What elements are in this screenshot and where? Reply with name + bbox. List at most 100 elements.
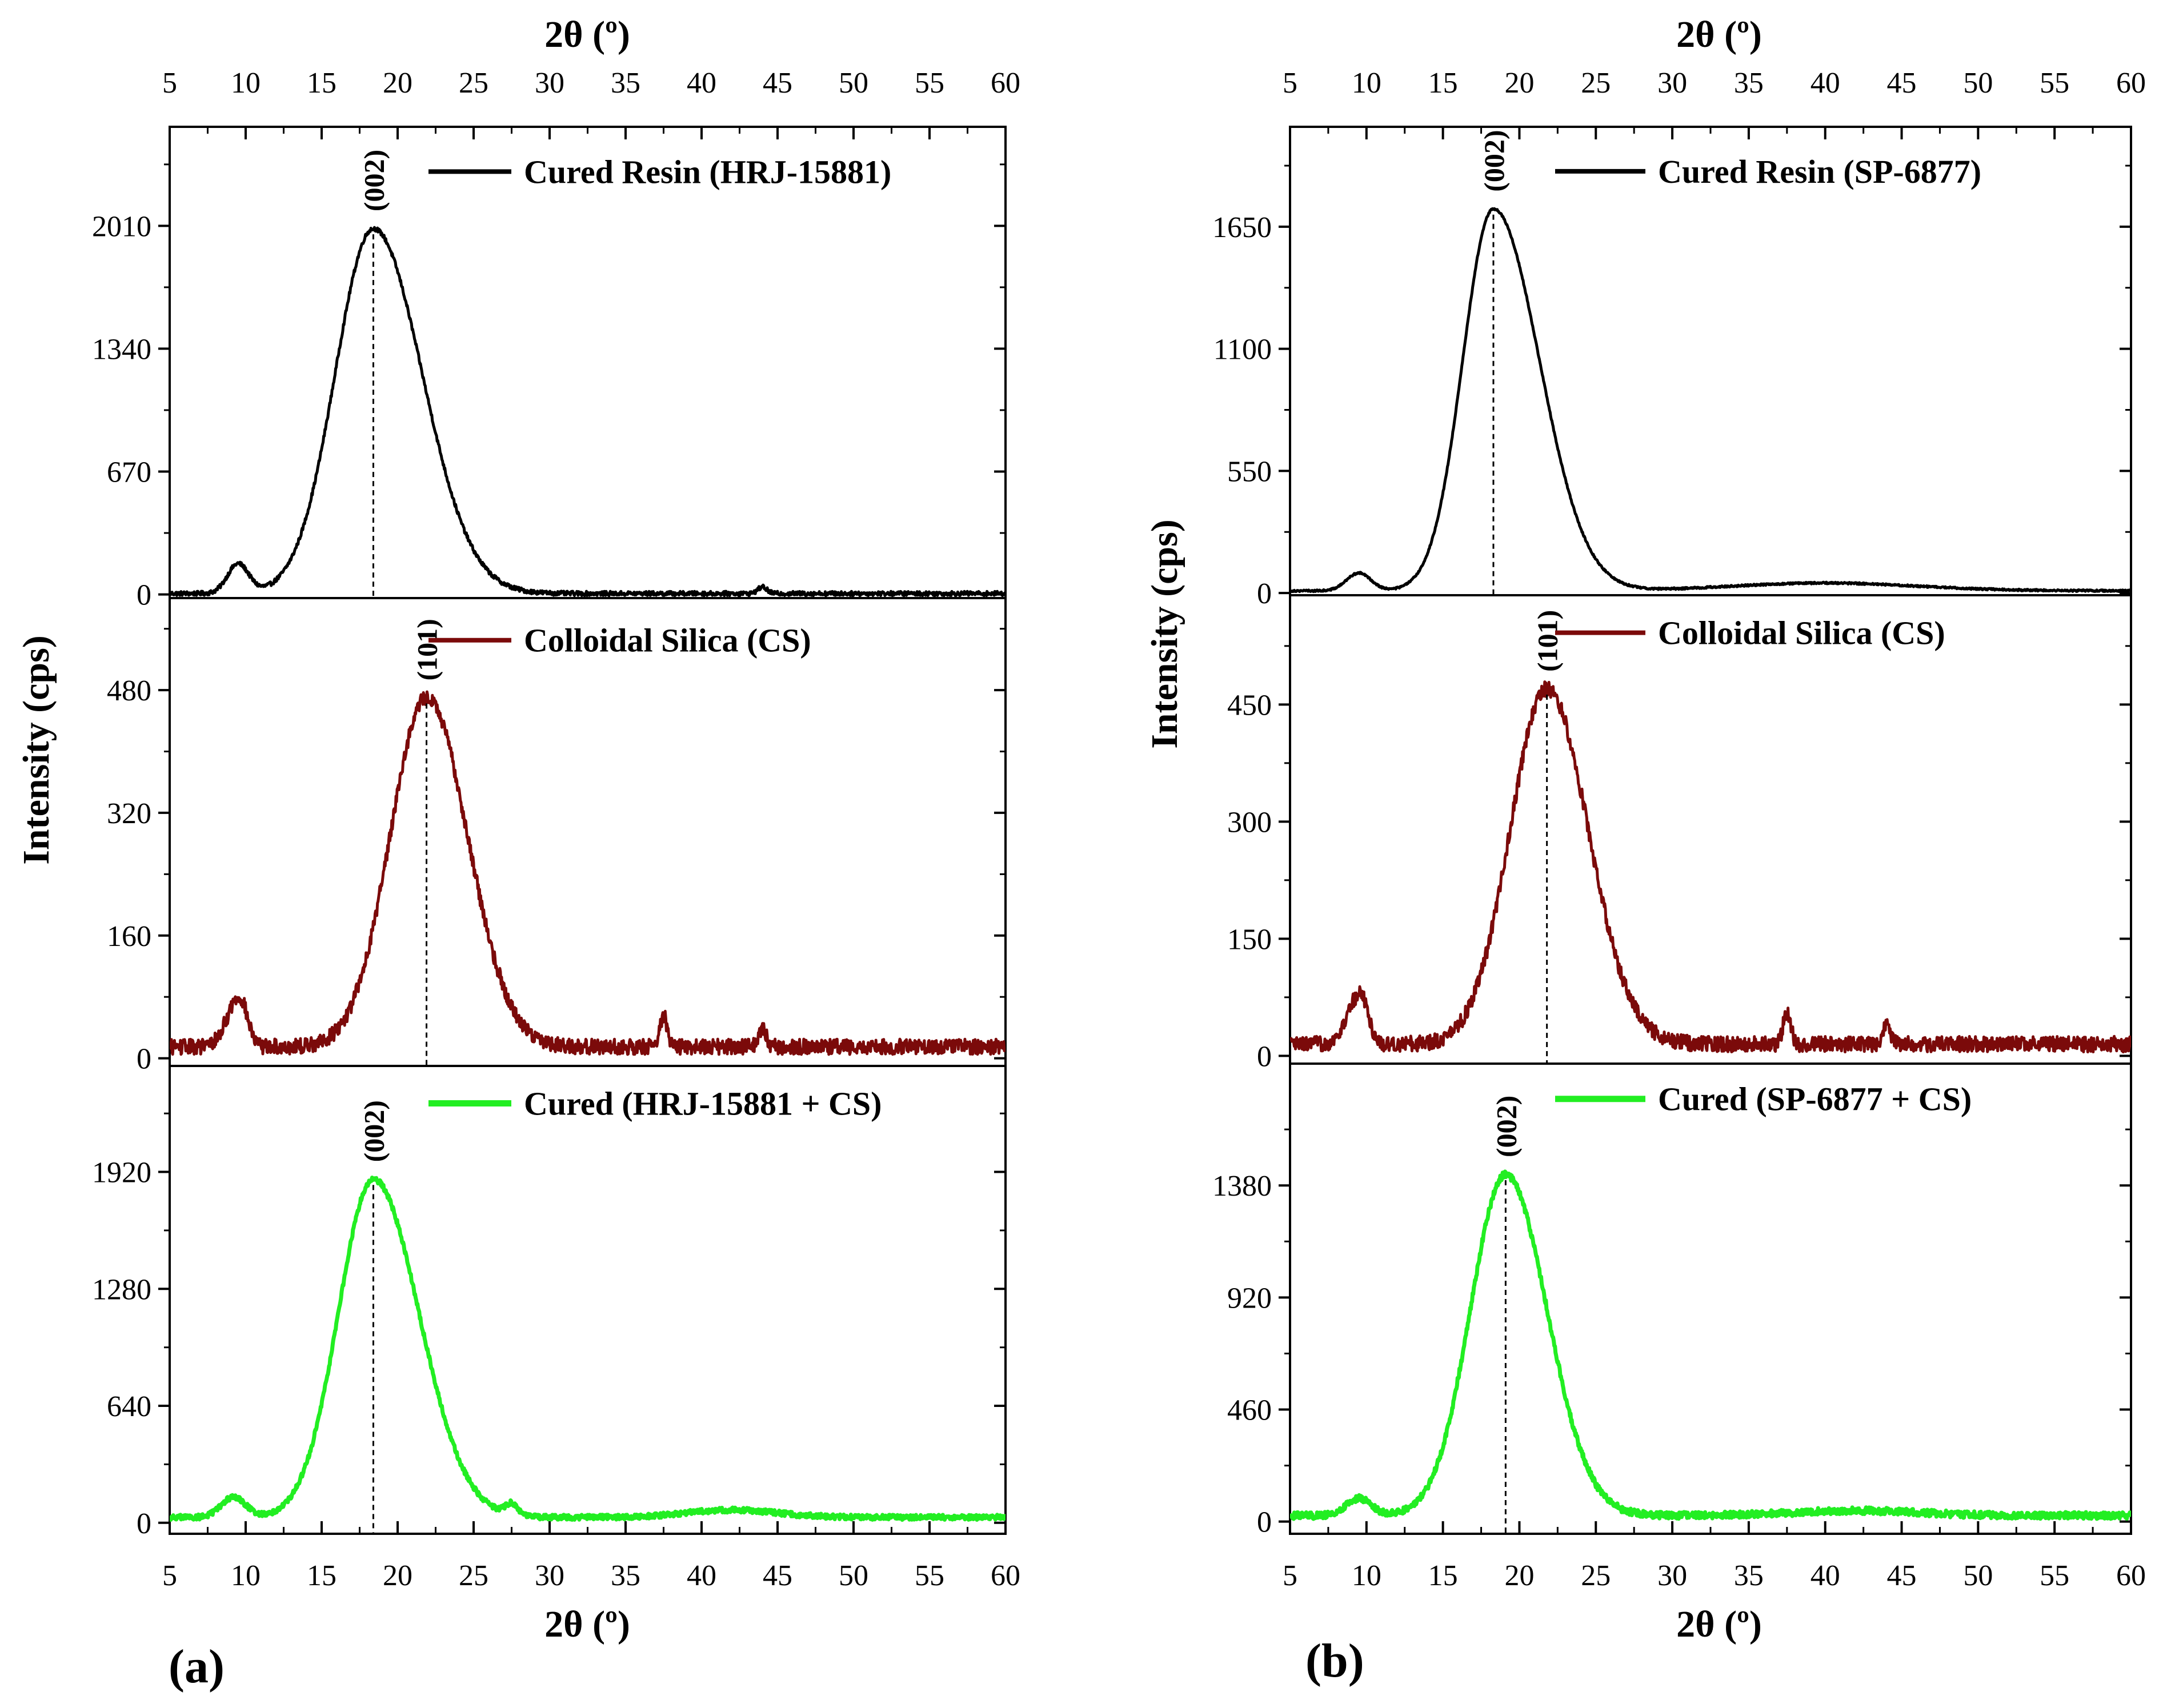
y-tick-label: 150 bbox=[1227, 923, 1272, 956]
x-tick-label-top: 30 bbox=[535, 67, 564, 99]
series-line bbox=[1290, 680, 2131, 1053]
y-tick-label: 320 bbox=[107, 797, 151, 830]
x-tick-label-bottom: 25 bbox=[459, 1559, 488, 1592]
x-tick-label-top: 30 bbox=[1657, 67, 1687, 99]
y-tick-label: 160 bbox=[107, 920, 151, 953]
x-tick-label-bottom: 50 bbox=[839, 1559, 868, 1592]
y-tick-label: 0 bbox=[137, 1507, 151, 1540]
x-tick-label-top: 20 bbox=[1504, 67, 1534, 99]
x-tick-label-top: 15 bbox=[307, 67, 337, 99]
x-tick-label-bottom: 55 bbox=[915, 1559, 944, 1592]
y-tick-label: 450 bbox=[1227, 689, 1272, 721]
x-tick-label-top: 20 bbox=[383, 67, 412, 99]
panel-label: (b) bbox=[1305, 1634, 1364, 1687]
x-tick-label-top: 40 bbox=[687, 67, 716, 99]
y-tick-label: 0 bbox=[1257, 1040, 1272, 1073]
x-tick-label-top: 10 bbox=[1352, 67, 1381, 99]
x-axis-title-bottom: 2θ (º) bbox=[1676, 1603, 1762, 1645]
series-line bbox=[170, 690, 1006, 1056]
y-tick-label: 640 bbox=[107, 1390, 151, 1423]
x-tick-label-bottom: 20 bbox=[383, 1559, 412, 1592]
series-line bbox=[170, 1176, 1006, 1522]
y-tick-label: 1650 bbox=[1212, 211, 1272, 244]
x-tick-label-top: 55 bbox=[915, 67, 944, 99]
x-tick-label-top: 35 bbox=[611, 67, 640, 99]
subplot-cured-composite: 0 460 920 1380 (002) Cured (SP-6877 + CS) bbox=[1212, 1063, 2132, 1539]
subplot-cured-composite: 0 640 1280 1920 (002) Cured (HRJ-15881 + CS) bbox=[92, 1065, 1007, 1540]
subplot-colloidal-silica: 0 150 300 450 (101) Colloidal Silica (CS) bbox=[1227, 594, 2132, 1073]
y-tick-label: 0 bbox=[1257, 578, 1272, 610]
x-tick-label-bottom: 45 bbox=[1887, 1559, 1917, 1592]
panel-a: 2θ (º) 2θ (º) Intensity (cps) (a) 5 10 15 2… bbox=[15, 14, 1020, 1693]
legend-label: Cured (SP-6877 + CS) bbox=[1658, 1081, 1972, 1118]
y-tick-label: 0 bbox=[137, 1043, 151, 1076]
peak-label: (101) bbox=[411, 619, 443, 680]
y-tick-label: 2010 bbox=[92, 210, 151, 243]
x-ticks-bottom: 5 10 15 20 25 30 35 40 45 50 55 60 bbox=[1283, 1521, 2146, 1592]
x-tick-label-top: 25 bbox=[459, 67, 488, 99]
series-line bbox=[170, 226, 1006, 598]
x-tick-label-bottom: 40 bbox=[1810, 1559, 1840, 1592]
y-tick-label: 1340 bbox=[92, 333, 151, 366]
y-tick-label: 480 bbox=[107, 675, 151, 707]
subplot-cured-resin: 0 550 1100 1650 (002) Cured Resin (SP-6877) bbox=[1212, 126, 2132, 610]
legend-label: Cured Resin (SP-6877) bbox=[1658, 153, 1981, 190]
y-tick-label: 1280 bbox=[92, 1273, 151, 1306]
x-tick-label-bottom: 60 bbox=[2116, 1559, 2146, 1592]
x-ticks-top: 5 10 15 20 25 30 35 40 45 50 55 60 bbox=[162, 67, 1020, 139]
x-tick-label-top: 35 bbox=[1734, 67, 1764, 99]
y-axis-title: Intensity (cps) bbox=[1144, 519, 1185, 749]
x-tick-label-bottom: 60 bbox=[991, 1559, 1020, 1592]
x-tick-label-bottom: 30 bbox=[535, 1559, 564, 1592]
x-tick-label-top: 50 bbox=[839, 67, 868, 99]
x-tick-label-top: 25 bbox=[1581, 67, 1611, 99]
legend-label: Cured Resin (HRJ-15881) bbox=[524, 153, 891, 190]
x-tick-label-bottom: 35 bbox=[1734, 1559, 1764, 1592]
y-tick-label: 300 bbox=[1227, 806, 1272, 839]
peak-label: (002) bbox=[358, 1100, 390, 1162]
y-tick-label: 670 bbox=[107, 456, 151, 489]
subplot-frame bbox=[169, 1065, 1007, 1535]
subplot-cured-resin: 0 670 1340 2010 (002) Cured Resin (HRJ-15881) bbox=[92, 126, 1007, 612]
x-tick-label-top: 60 bbox=[2116, 67, 2146, 99]
x-tick-label-bottom: 45 bbox=[763, 1559, 792, 1592]
x-axis-title-top: 2θ (º) bbox=[1676, 14, 1762, 55]
x-tick-label-top: 5 bbox=[162, 67, 177, 99]
y-tick-label: 1100 bbox=[1213, 334, 1272, 366]
peak-label: (002) bbox=[1490, 1096, 1522, 1157]
y-tick-label: 0 bbox=[137, 579, 151, 612]
x-tick-label-bottom: 50 bbox=[1963, 1559, 1993, 1592]
x-tick-label-bottom: 20 bbox=[1504, 1559, 1534, 1592]
x-axis-title-top: 2θ (º) bbox=[544, 14, 630, 55]
subplot-frame bbox=[1289, 1063, 2132, 1535]
peak-label: (002) bbox=[1478, 130, 1510, 191]
legend-label: Cured (HRJ-15881 + CS) bbox=[524, 1085, 882, 1122]
x-tick-label-bottom: 15 bbox=[307, 1559, 337, 1592]
x-tick-label-bottom: 15 bbox=[1428, 1559, 1458, 1592]
y-tick-label: 460 bbox=[1227, 1394, 1272, 1427]
legend-label: Colloidal Silica (CS) bbox=[1658, 615, 1945, 652]
legend-label: Colloidal Silica (CS) bbox=[524, 622, 811, 659]
x-ticks-top: 5 10 15 20 25 30 35 40 45 50 55 60 bbox=[1283, 67, 2146, 139]
series-line bbox=[1290, 1169, 2131, 1521]
x-tick-label-bottom: 30 bbox=[1657, 1559, 1687, 1592]
x-tick-label-top: 50 bbox=[1963, 67, 1993, 99]
y-tick-label: 920 bbox=[1227, 1282, 1272, 1314]
y-tick-label: 550 bbox=[1227, 455, 1272, 488]
y-axis-title: Intensity (cps) bbox=[15, 635, 57, 865]
y-tick-label: 1920 bbox=[92, 1157, 151, 1189]
y-tick-label: 1380 bbox=[1212, 1170, 1272, 1202]
x-tick-label-top: 45 bbox=[1887, 67, 1917, 99]
x-tick-label-bottom: 5 bbox=[1283, 1559, 1297, 1592]
x-tick-label-top: 40 bbox=[1810, 67, 1840, 99]
x-tick-label-bottom: 25 bbox=[1581, 1559, 1611, 1592]
y-tick-label: 0 bbox=[1257, 1506, 1272, 1539]
x-tick-label-bottom: 5 bbox=[162, 1559, 177, 1592]
x-tick-label-bottom: 40 bbox=[687, 1559, 716, 1592]
x-tick-label-top: 5 bbox=[1283, 67, 1297, 99]
x-tick-label-top: 45 bbox=[763, 67, 792, 99]
x-tick-label-bottom: 55 bbox=[2040, 1559, 2069, 1592]
x-tick-label-bottom: 10 bbox=[1352, 1559, 1381, 1592]
x-tick-label-top: 10 bbox=[231, 67, 261, 99]
